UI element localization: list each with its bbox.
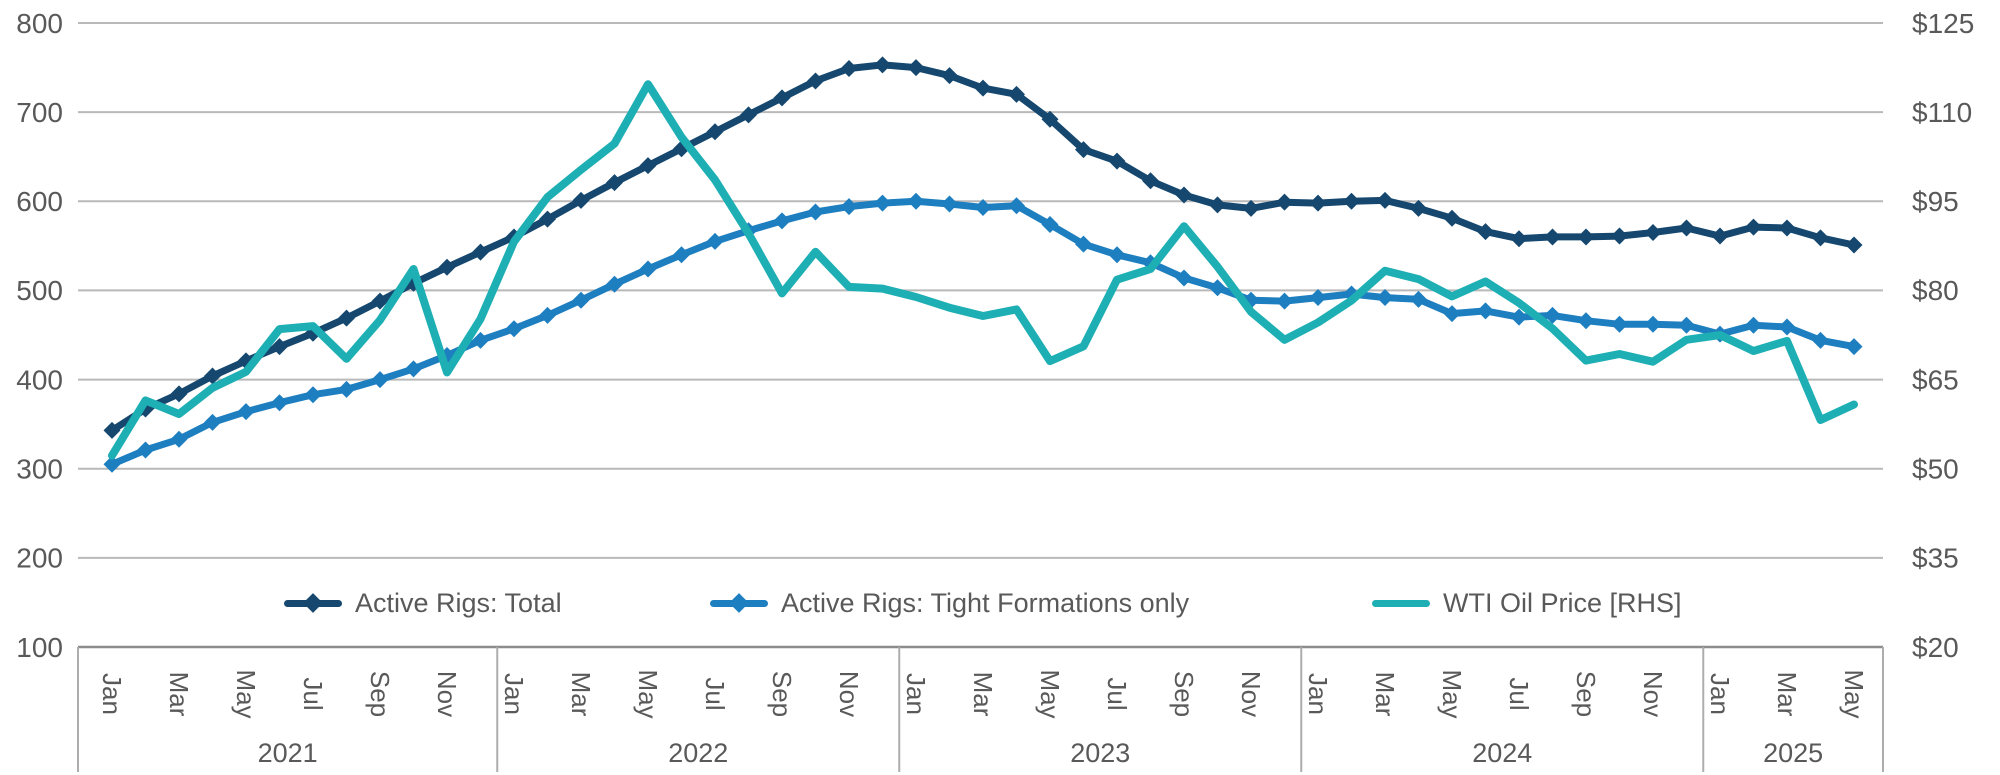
series-wti-oil-price-rhs- bbox=[108, 80, 1858, 460]
series-active-rigs-total bbox=[103, 56, 1863, 439]
svg-text:May: May bbox=[633, 669, 663, 718]
svg-text:Jan: Jan bbox=[97, 673, 127, 715]
gridlines bbox=[78, 22, 1883, 648]
legend-item-wti-oil-price: WTI Oil Price [RHS] bbox=[1372, 586, 1682, 620]
svg-text:Sep: Sep bbox=[767, 671, 797, 717]
legend-label-tight: Active Rigs: Tight Formations only bbox=[781, 587, 1190, 618]
svg-text:800: 800 bbox=[16, 8, 63, 39]
legend-item-active-rigs-tight: Active Rigs: Tight Formations only bbox=[710, 586, 1189, 620]
svg-text:Sep: Sep bbox=[1169, 671, 1199, 717]
svg-text:700: 700 bbox=[16, 97, 63, 128]
svg-text:600: 600 bbox=[16, 186, 63, 217]
svg-text:Nov: Nov bbox=[834, 671, 864, 717]
svg-text:Sep: Sep bbox=[365, 671, 395, 717]
svg-text:May: May bbox=[231, 669, 261, 718]
svg-text:Jan: Jan bbox=[1303, 673, 1333, 715]
svg-text:300: 300 bbox=[16, 454, 63, 485]
svg-text:$50: $50 bbox=[1912, 454, 1959, 485]
legend-label-wti: WTI Oil Price [RHS] bbox=[1443, 587, 1682, 618]
svg-text:$20: $20 bbox=[1912, 632, 1959, 663]
svg-text:$110: $110 bbox=[1912, 97, 1972, 128]
svg-text:Jan: Jan bbox=[499, 673, 529, 715]
svg-text:Jul: Jul bbox=[1504, 677, 1534, 710]
svg-text:500: 500 bbox=[16, 275, 63, 306]
svg-text:$35: $35 bbox=[1912, 543, 1959, 574]
svg-text:$80: $80 bbox=[1912, 275, 1959, 306]
svg-text:Mar: Mar bbox=[566, 672, 596, 717]
legend-swatch-tight bbox=[710, 599, 768, 607]
legend-item-active-rigs-total: Active Rigs: Total bbox=[284, 586, 562, 620]
right-axis-tick-labels: $125 $110 $95 $80 $65 $50 $35 $20 bbox=[1912, 8, 1974, 663]
svg-text:Jul: Jul bbox=[700, 677, 730, 710]
svg-text:Nov: Nov bbox=[432, 671, 462, 717]
svg-text:200: 200 bbox=[16, 543, 63, 574]
svg-text:Jul: Jul bbox=[298, 677, 328, 710]
svg-text:2025: 2025 bbox=[1763, 738, 1823, 768]
svg-text:Sep: Sep bbox=[1571, 671, 1601, 717]
svg-text:Nov: Nov bbox=[1638, 671, 1668, 717]
left-axis-tick-labels: 800 700 600 500 400 300 200 100 bbox=[16, 8, 63, 663]
svg-text:Mar: Mar bbox=[968, 672, 998, 717]
svg-text:400: 400 bbox=[16, 364, 63, 395]
svg-text:Jan: Jan bbox=[1705, 673, 1735, 715]
svg-text:$95: $95 bbox=[1912, 186, 1959, 217]
svg-text:2023: 2023 bbox=[1070, 738, 1130, 768]
svg-text:Jul: Jul bbox=[1102, 677, 1132, 710]
svg-text:Mar: Mar bbox=[1772, 672, 1802, 717]
svg-text:May: May bbox=[1839, 669, 1869, 718]
legend-label-total: Active Rigs: Total bbox=[355, 587, 562, 618]
svg-text:Mar: Mar bbox=[1370, 672, 1400, 717]
svg-text:2024: 2024 bbox=[1472, 738, 1532, 768]
svg-text:$125: $125 bbox=[1912, 8, 1974, 39]
legend-swatch-total bbox=[284, 599, 342, 607]
svg-text:Nov: Nov bbox=[1236, 671, 1266, 717]
svg-text:$65: $65 bbox=[1912, 364, 1959, 395]
legend-swatch-wti bbox=[1372, 599, 1430, 607]
svg-text:2022: 2022 bbox=[668, 738, 728, 768]
svg-text:Mar: Mar bbox=[164, 672, 194, 717]
svg-text:2021: 2021 bbox=[258, 738, 318, 768]
svg-text:May: May bbox=[1035, 669, 1065, 718]
svg-text:May: May bbox=[1437, 669, 1467, 718]
svg-text:Jan: Jan bbox=[901, 673, 931, 715]
svg-text:100: 100 bbox=[16, 632, 63, 663]
x-axis: 2021 Jan Mar May Jul Sep Nov 2022 Jan Mar May Jul Se… bbox=[77, 645, 1884, 772]
